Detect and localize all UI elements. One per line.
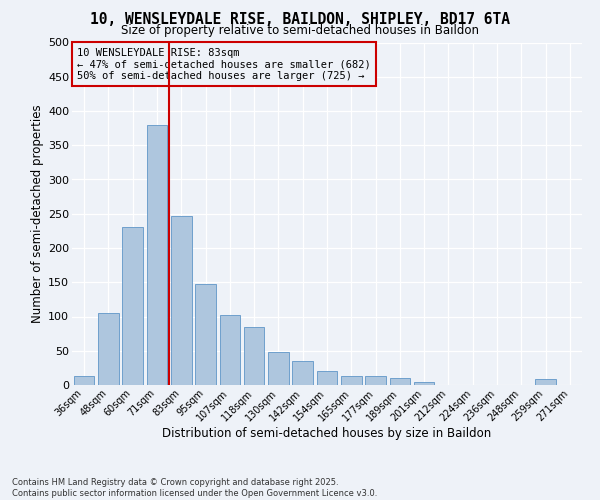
Bar xyxy=(146,124,167,385)
Y-axis label: Number of semi-detached properties: Number of semi-detached properties xyxy=(31,104,44,323)
Bar xyxy=(220,315,240,385)
Bar xyxy=(292,361,313,385)
Text: Size of property relative to semi-detached houses in Baildon: Size of property relative to semi-detach… xyxy=(121,24,479,37)
Bar xyxy=(74,376,94,385)
X-axis label: Distribution of semi-detached houses by size in Baildon: Distribution of semi-detached houses by … xyxy=(163,427,491,440)
Bar xyxy=(365,376,386,385)
Bar xyxy=(389,378,410,385)
Text: Contains HM Land Registry data © Crown copyright and database right 2025.
Contai: Contains HM Land Registry data © Crown c… xyxy=(12,478,377,498)
Bar xyxy=(268,352,289,385)
Bar xyxy=(317,372,337,385)
Bar xyxy=(535,379,556,385)
Bar xyxy=(195,284,216,385)
Bar xyxy=(414,382,434,385)
Text: 10 WENSLEYDALE RISE: 83sqm
← 47% of semi-detached houses are smaller (682)
50% o: 10 WENSLEYDALE RISE: 83sqm ← 47% of semi… xyxy=(77,48,371,81)
Text: 10, WENSLEYDALE RISE, BAILDON, SHIPLEY, BD17 6TA: 10, WENSLEYDALE RISE, BAILDON, SHIPLEY, … xyxy=(90,12,510,28)
Bar xyxy=(341,376,362,385)
Bar xyxy=(244,327,265,385)
Bar xyxy=(122,228,143,385)
Bar xyxy=(98,313,119,385)
Bar xyxy=(171,216,191,385)
